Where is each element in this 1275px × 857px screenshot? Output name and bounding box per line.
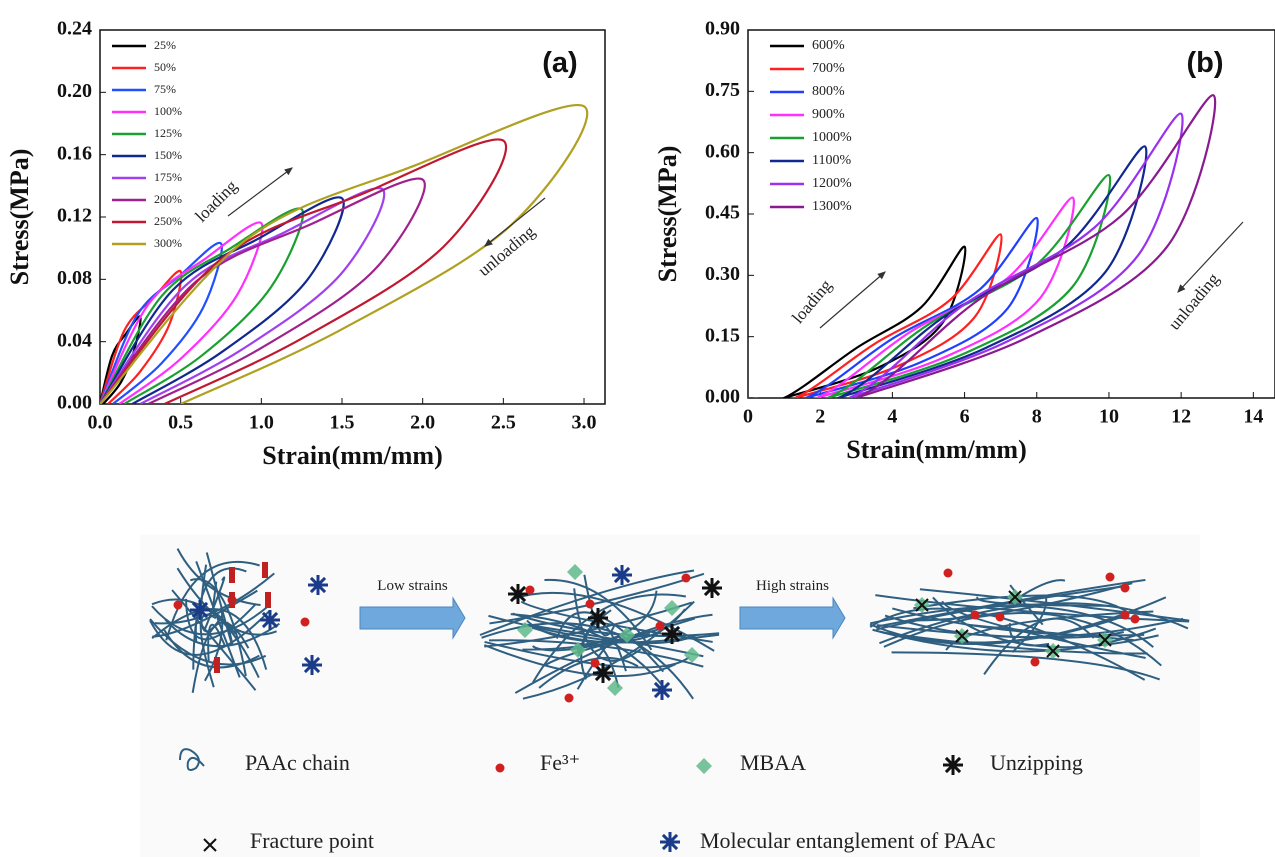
fe-ion	[1106, 573, 1115, 582]
fe-ion	[682, 574, 691, 583]
panel-label: (a)	[542, 47, 577, 79]
page: {"chart_data":[ {"type":"line","xlabel":…	[0, 0, 1275, 857]
legend-label: 1200%	[812, 176, 852, 191]
fe-ion	[656, 622, 665, 631]
fe-ion	[565, 694, 574, 703]
y-tick-label: 0.30	[705, 263, 740, 285]
fe-bond	[229, 567, 235, 583]
y-tick-label: 0.24	[57, 18, 92, 40]
fe-bond	[265, 592, 271, 608]
x-tick-label: 2.5	[491, 412, 516, 434]
x-tick-label: 1.0	[249, 412, 274, 434]
x-tick-label: 4	[887, 406, 897, 428]
y-axis-title: Stress(MPa)	[5, 149, 34, 286]
fe-ion	[1121, 584, 1130, 593]
series-line	[100, 188, 384, 404]
fe-ion	[944, 569, 953, 578]
x-tick-label: 3.0	[572, 412, 597, 434]
legend-label: 800%	[812, 84, 845, 99]
y-tick-label: 0.45	[705, 202, 740, 224]
legend-label: 75%	[154, 82, 176, 96]
legend-label: Molecular entanglement of PAAc	[700, 828, 996, 853]
legend-label: 600%	[812, 38, 845, 53]
x-tick-label: 1.5	[330, 412, 355, 434]
fe-ion	[1121, 611, 1130, 620]
annotation: unloading	[1165, 269, 1224, 334]
legend-label: 1000%	[812, 130, 852, 145]
legend-label: PAAc chain	[245, 750, 350, 775]
y-axis-title: Stress(MPa)	[653, 146, 682, 283]
x-tick-label: 10	[1099, 406, 1119, 428]
figure: 0.0 0.5 1.0 1.5 2.0 2.5 3.0 0.00 0.04 0.08 0.12 0.1…	[0, 0, 1275, 857]
x-tick-label: 14	[1243, 406, 1263, 428]
legend-label: 700%	[812, 61, 845, 76]
fe-ion	[496, 764, 505, 773]
legend-label: 1100%	[812, 153, 851, 168]
x-tick-label: 2.0	[410, 412, 435, 434]
x-axis-title: Strain(mm/mm)	[846, 435, 1027, 464]
y-tick-label: 0.08	[57, 267, 92, 289]
y-tick-label: 0.00	[57, 392, 92, 414]
y-tick-label: 0.90	[705, 18, 740, 40]
legend-label: 300%	[154, 236, 182, 250]
legend-label: 125%	[154, 126, 182, 140]
x-tick-label: 8	[1032, 406, 1042, 428]
fe-ion	[1131, 615, 1140, 624]
y-tick-label: 0.00	[705, 386, 740, 408]
panel-label: (b)	[1186, 47, 1223, 79]
x-tick-label: 0.5	[168, 412, 193, 434]
y-tick-label: 0.75	[705, 79, 740, 101]
y-tick-label: 0.12	[57, 205, 92, 227]
legend-label: 50%	[154, 60, 176, 74]
fe-bond	[214, 657, 220, 673]
x-tick-label: 6	[960, 406, 970, 428]
annotation: loading	[191, 176, 241, 226]
annotation: loading	[788, 275, 836, 327]
x-tick-label: 2	[815, 406, 825, 428]
annotation-arrow	[820, 272, 885, 328]
legend-label: MBAA	[740, 750, 806, 775]
x-tick-label: 12	[1171, 406, 1191, 428]
y-tick-label: 0.20	[57, 80, 92, 102]
process-label: Low strains	[377, 578, 448, 594]
fe-ion	[591, 659, 600, 668]
legend-label: 250%	[154, 214, 182, 228]
fe-bond	[229, 592, 235, 608]
x-tick-label: 0.0	[88, 412, 113, 434]
legend-label: Unzipping	[990, 750, 1083, 775]
legend-label: Fe³⁺	[540, 750, 580, 775]
legend-label: 900%	[812, 107, 845, 122]
y-tick-label: 0.04	[57, 329, 92, 351]
series-line	[100, 197, 344, 404]
legend-label: 25%	[154, 38, 176, 52]
fe-ion	[971, 611, 980, 620]
legend-label: 200%	[154, 192, 182, 206]
legend-label: 150%	[154, 148, 182, 162]
fe-bond	[262, 562, 268, 578]
fe-ion	[526, 586, 535, 595]
process-label: High strains	[756, 578, 829, 594]
fe-ion	[586, 600, 595, 609]
x-axis-title: Strain(mm/mm)	[262, 441, 443, 470]
fe-ion	[301, 618, 310, 627]
legend-label: 1300%	[812, 199, 852, 214]
series-line	[100, 179, 425, 404]
x-tick-label: 0	[743, 406, 753, 428]
fe-ion	[174, 601, 183, 610]
fe-ion	[1031, 658, 1040, 667]
y-tick-label: 0.15	[705, 324, 740, 346]
legend-label: Fracture point	[250, 828, 374, 853]
legend-label: 100%	[154, 104, 182, 118]
fe-ion	[996, 613, 1005, 622]
y-tick-label: 0.60	[705, 140, 740, 162]
legend-label: 175%	[154, 170, 182, 184]
y-tick-label: 0.16	[57, 142, 92, 164]
